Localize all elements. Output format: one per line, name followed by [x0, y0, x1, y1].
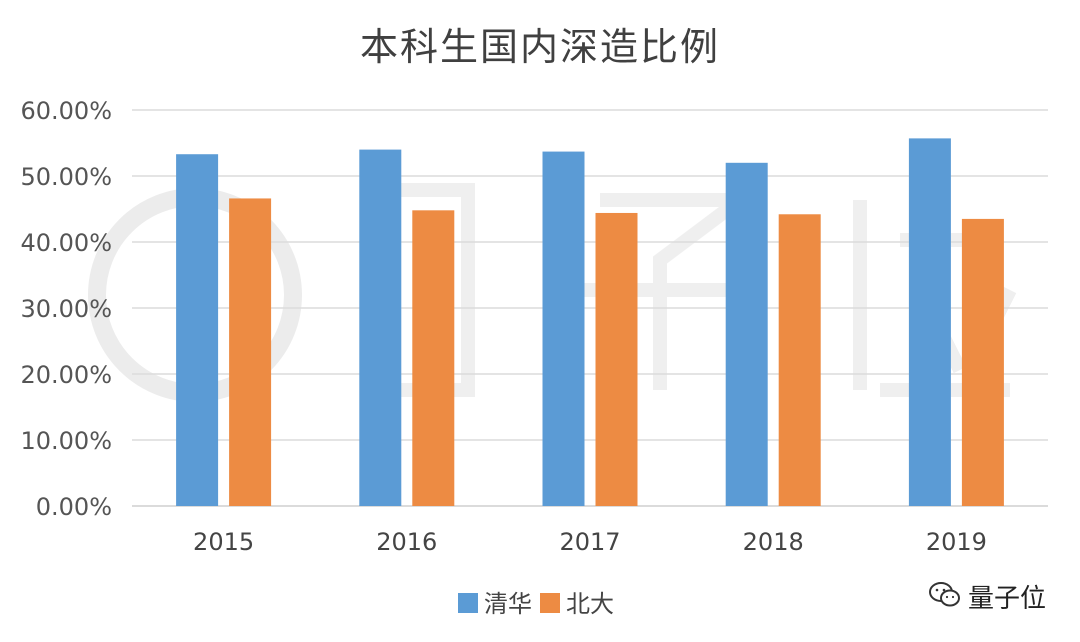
bar-series2: [412, 210, 455, 506]
bar-series2: [778, 214, 821, 506]
y-tick-label: 40.00%: [20, 229, 112, 257]
bar-series1: [725, 162, 768, 507]
y-tick-label: 20.00%: [20, 361, 112, 389]
y-axis-tick-labels: 0.00% 10.00% 20.00% 30.00% 40.00% 50.00% 60.00…: [20, 97, 112, 521]
bar-series2: [595, 212, 638, 506]
legend-swatch: [540, 593, 560, 613]
y-tick-label: 30.00%: [20, 295, 112, 323]
y-tick-label: 50.00%: [20, 163, 112, 191]
legend-label: 北大: [566, 590, 614, 618]
y-tick-label: 10.00%: [20, 427, 112, 455]
x-tick-label: 2017: [559, 528, 620, 556]
x-tick-label: 2016: [376, 528, 437, 556]
bar-series2: [961, 218, 1004, 506]
legend-swatch: [458, 593, 478, 613]
wechat-icon: [929, 582, 960, 607]
legend-label: 清华: [484, 590, 532, 618]
x-tick-label: 2019: [926, 528, 987, 556]
bar-series1: [176, 154, 219, 506]
x-axis-tick-labels: 2015 2016 2017 2018 2019: [193, 528, 987, 556]
bar-series2: [229, 198, 272, 506]
x-tick-label: 2018: [743, 528, 804, 556]
bar-series1: [359, 149, 402, 506]
y-tick-label: 60.00%: [20, 97, 112, 125]
y-tick-label: 0.00%: [36, 493, 112, 521]
bar-series1: [542, 151, 585, 506]
legend: 清华 北大: [458, 590, 614, 618]
bars: [176, 138, 1004, 507]
chart-title: 本科生国内深造比例: [359, 25, 720, 69]
x-tick-label: 2015: [193, 528, 254, 556]
watermark-label: 量子位: [967, 584, 1046, 614]
gridlines: [132, 109, 1048, 507]
bar-series1: [908, 138, 951, 506]
